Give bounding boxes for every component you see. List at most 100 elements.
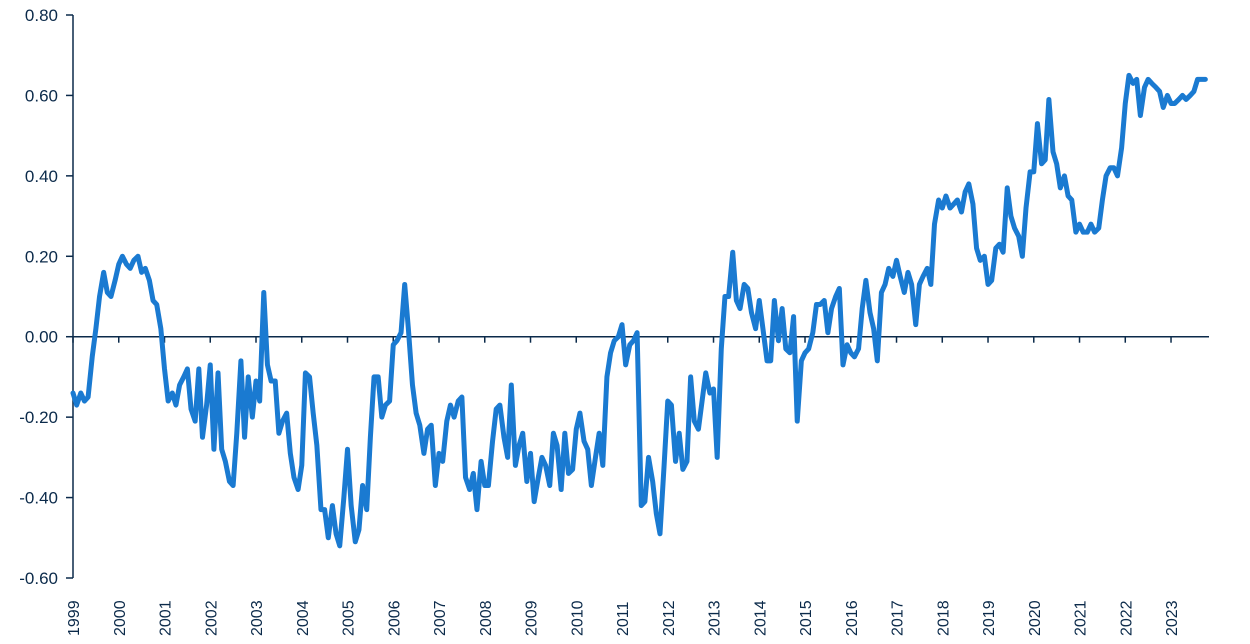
x-tick-label: 2012 [661,600,678,636]
data-point [618,336,619,337]
data-point [210,364,211,365]
data-point [927,268,928,269]
series-line-0 [70,72,1208,549]
data-point [538,477,539,478]
data-point [892,276,893,277]
data-point [881,292,882,293]
data-point [133,260,134,261]
y-tick-label: -0.60 [19,569,58,588]
data-point [820,304,821,305]
data-point [1205,79,1206,80]
y-tick-label: 0.00 [25,328,58,347]
data-point [1178,99,1179,100]
data-point [476,509,477,510]
data-point [301,465,302,466]
data-point [625,364,626,365]
data-point [1163,107,1164,108]
data-point [195,421,196,422]
data-point [732,252,733,253]
data-point [561,489,562,490]
data-point [423,453,424,454]
data-point [717,457,718,458]
data-point [675,461,676,462]
data-point [328,537,329,538]
data-point [95,328,96,329]
data-point [313,413,314,414]
data-point [450,405,451,406]
x-tick-label: 2010 [569,600,586,636]
y-tick-label: 0.40 [25,167,58,186]
data-point [541,457,542,458]
data-point [740,308,741,309]
data-point [801,360,802,361]
data-point [774,300,775,301]
x-tick-label: 2003 [249,600,266,636]
data-point [316,445,317,446]
data-point [431,425,432,426]
data-point [1106,175,1107,176]
data-point [1045,159,1046,160]
data-point [690,376,691,377]
data-point [145,268,146,269]
data-point [553,433,554,434]
data-point [202,437,203,438]
data-point [911,284,912,285]
data-point [942,208,943,209]
data-point [785,348,786,349]
data-point [103,272,104,273]
data-point [744,284,745,285]
data-point [110,296,111,297]
data-point [298,489,299,490]
data-point [267,364,268,365]
y-tick-label: 0.60 [25,86,58,105]
data-point [115,280,116,281]
data-point [824,300,825,301]
data-point [446,421,447,422]
data-point [1125,103,1126,104]
data-point [1075,232,1076,233]
data-point [366,509,367,510]
data-point [705,372,706,373]
data-point [770,360,771,361]
data-point [164,368,165,369]
data-point [1140,115,1141,116]
data-point [1014,228,1015,229]
data-point [667,401,668,402]
data-point [602,465,603,466]
data-point [309,376,310,377]
x-tick-label: 2004 [295,600,312,636]
data-point [682,469,683,470]
data-point [332,505,333,506]
data-point [782,308,783,309]
data-point [183,376,184,377]
data-point [1151,83,1152,84]
data-point [1094,232,1095,233]
data-point [1117,175,1118,176]
data-point [1079,224,1080,225]
data-point [1186,99,1187,100]
data-point [1041,163,1042,164]
data-point [293,477,294,478]
data-point [160,328,161,329]
data-point [854,356,855,357]
data-point [229,481,230,482]
data-point [1167,95,1168,96]
data-point [1174,103,1175,104]
x-tick-label: 2013 [707,600,724,636]
data-point [1018,236,1019,237]
data-point [549,485,550,486]
data-point [686,461,687,462]
data-point [347,449,348,450]
data-point [900,276,901,277]
data-point [236,433,237,434]
data-point [122,256,123,257]
x-tick-label: 1999 [66,600,83,636]
data-point [80,393,81,394]
x-tick-label: 2014 [752,600,769,636]
data-point [515,465,516,466]
data-point [385,405,386,406]
x-tick-label: 2023 [1164,600,1181,636]
data-point [778,340,779,341]
data-point [461,397,462,398]
